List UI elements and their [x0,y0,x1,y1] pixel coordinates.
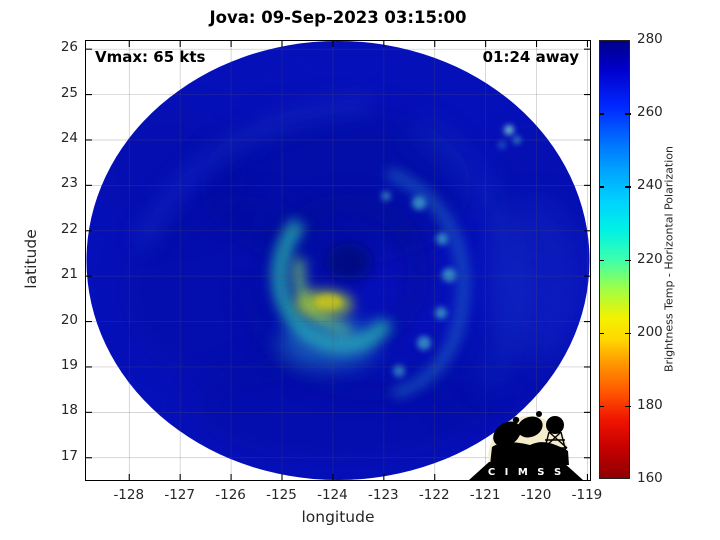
water-tower-icon [546,416,564,434]
y-tick-label: 24 [60,129,78,146]
colorbar-tick [625,259,631,261]
y-tick-label: 20 [60,311,78,328]
storm-swath-image [86,41,590,480]
colorbar-tick [625,113,631,115]
y-tick-label: 25 [60,84,78,101]
colorbar [599,40,631,479]
colorbar-tick [600,332,604,335]
cimss-logo-text: C I M S S [488,467,564,478]
colorbar-tick [625,186,631,188]
y-tick-label: 23 [60,175,78,192]
dish-feed [536,411,542,417]
x-tick-label: -126 [215,487,246,503]
colorbar-tick-label: 220 [637,250,663,267]
y-tick-label: 17 [60,447,78,464]
colorbar-tick [600,113,604,115]
vmax-annotation: Vmax: 65 kts [95,48,206,66]
x-tick-label: -127 [164,487,195,503]
logo-ground [490,442,569,465]
colorbar-tick [600,405,604,408]
colorbar-tick-label: 280 [637,31,663,47]
x-tick-label: -124 [317,487,348,503]
y-tick-label: 19 [60,356,78,373]
satellite-dish-icon [493,421,521,447]
satellite-dish-icon [517,416,543,438]
colorbar-tick-label: 200 [637,323,663,340]
plot-title: Jova: 09-Sep-2023 03:15:00 [209,8,467,27]
x-tick-label: -128 [113,487,145,503]
y-tick-label: 22 [60,220,78,237]
plot-area: C I M S S Vmax: 65 kts 01:24 away [85,40,591,481]
colorbar-tick-label: 160 [637,470,663,486]
y-tick-label: 26 [60,39,78,56]
x-tick-label: -122 [418,487,450,503]
x-tick-label: -120 [520,487,552,503]
x-axis-label: longitude [301,508,375,526]
x-tick-label: -119 [571,487,603,503]
logo-banner [469,462,583,480]
y-tick-label: 18 [60,402,78,419]
colorbar-tick-label: 180 [637,396,663,413]
colorbar-tick [600,186,604,188]
dish-feed [512,416,520,424]
y-tick-label: 21 [60,266,78,283]
grid-overlay [86,41,590,480]
colorbar-tick-label: 260 [637,104,663,121]
colorbar-tick-label: 240 [637,177,663,194]
x-tick-label: -121 [469,487,501,503]
x-tick-label: -125 [266,487,297,503]
colorbar-tick [625,405,631,408]
x-tick-label: -123 [367,487,399,503]
colorbar-tick [600,259,604,261]
colorbar-tick [625,332,631,335]
cimss-logo: C I M S S [469,411,583,480]
eta-annotation: 01:24 away [482,48,579,66]
